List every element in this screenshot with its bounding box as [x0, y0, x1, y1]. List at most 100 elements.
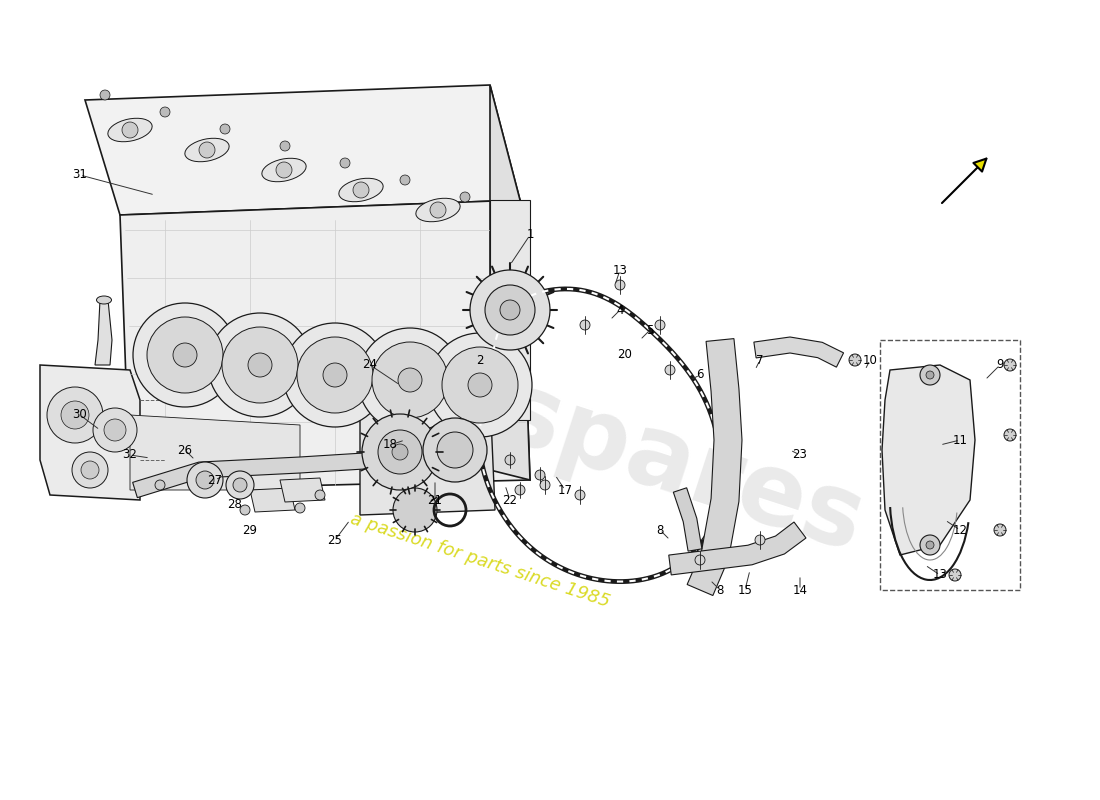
Ellipse shape — [185, 138, 229, 162]
Circle shape — [222, 327, 298, 403]
Polygon shape — [669, 522, 806, 575]
Text: 11: 11 — [953, 434, 968, 446]
Text: 13: 13 — [933, 569, 947, 582]
Circle shape — [155, 480, 165, 490]
Circle shape — [187, 462, 223, 498]
Circle shape — [926, 371, 934, 379]
Circle shape — [233, 478, 248, 492]
Circle shape — [392, 444, 408, 460]
Text: 29: 29 — [242, 523, 257, 537]
Circle shape — [100, 90, 110, 100]
Circle shape — [283, 323, 387, 427]
Ellipse shape — [339, 178, 383, 202]
Circle shape — [755, 535, 764, 545]
Circle shape — [240, 505, 250, 515]
Circle shape — [540, 480, 550, 490]
Circle shape — [695, 555, 705, 565]
Circle shape — [72, 452, 108, 488]
Text: 21: 21 — [428, 494, 442, 506]
Polygon shape — [120, 200, 530, 490]
Circle shape — [122, 122, 138, 138]
Circle shape — [428, 333, 532, 437]
Text: 15: 15 — [738, 583, 752, 597]
Text: 2: 2 — [476, 354, 484, 366]
Circle shape — [372, 342, 448, 418]
Circle shape — [437, 432, 473, 468]
Polygon shape — [280, 478, 324, 502]
Circle shape — [654, 320, 666, 330]
Text: 31: 31 — [73, 169, 87, 182]
Text: 8: 8 — [657, 523, 663, 537]
Circle shape — [276, 162, 292, 178]
Text: 23: 23 — [793, 449, 807, 462]
Circle shape — [378, 430, 422, 474]
Text: eurospares: eurospares — [244, 286, 876, 574]
Circle shape — [295, 503, 305, 513]
Circle shape — [398, 368, 422, 392]
Polygon shape — [490, 85, 530, 480]
Text: 14: 14 — [792, 583, 807, 597]
Polygon shape — [133, 452, 381, 498]
Circle shape — [199, 142, 214, 158]
Polygon shape — [490, 200, 530, 420]
Circle shape — [323, 363, 346, 387]
Text: 24: 24 — [363, 358, 377, 371]
Polygon shape — [40, 365, 140, 500]
Text: 32: 32 — [122, 449, 138, 462]
Text: 8: 8 — [716, 583, 724, 597]
Circle shape — [515, 485, 525, 495]
Text: 10: 10 — [862, 354, 878, 366]
Ellipse shape — [416, 198, 460, 222]
Text: 9: 9 — [997, 358, 1003, 371]
Circle shape — [208, 313, 312, 417]
Circle shape — [47, 387, 103, 443]
Circle shape — [340, 158, 350, 168]
Circle shape — [1004, 359, 1016, 371]
Circle shape — [358, 328, 462, 432]
Circle shape — [849, 354, 861, 366]
Text: 5: 5 — [647, 323, 653, 337]
Circle shape — [362, 414, 438, 490]
Circle shape — [460, 192, 470, 202]
Circle shape — [424, 418, 487, 482]
Text: 27: 27 — [208, 474, 222, 486]
Circle shape — [196, 471, 214, 489]
Circle shape — [468, 373, 492, 397]
Circle shape — [470, 270, 550, 350]
Polygon shape — [360, 390, 495, 515]
Text: a passion for parts since 1985: a passion for parts since 1985 — [348, 510, 612, 610]
Text: 20: 20 — [617, 349, 632, 362]
Text: 6: 6 — [696, 369, 704, 382]
Circle shape — [485, 285, 535, 335]
Ellipse shape — [97, 296, 111, 304]
Circle shape — [400, 175, 410, 185]
Text: 28: 28 — [228, 498, 242, 511]
Circle shape — [575, 490, 585, 500]
Circle shape — [666, 365, 675, 375]
Circle shape — [353, 182, 369, 198]
Circle shape — [926, 541, 934, 549]
Circle shape — [60, 401, 89, 429]
Circle shape — [615, 280, 625, 290]
Polygon shape — [688, 338, 742, 595]
Text: 13: 13 — [613, 263, 627, 277]
Ellipse shape — [262, 158, 306, 182]
Circle shape — [580, 320, 590, 330]
Polygon shape — [754, 337, 844, 367]
Circle shape — [133, 303, 236, 407]
Circle shape — [505, 455, 515, 465]
Circle shape — [315, 490, 324, 500]
Text: 12: 12 — [953, 523, 968, 537]
Circle shape — [220, 124, 230, 134]
Circle shape — [297, 337, 373, 413]
Circle shape — [994, 524, 1006, 536]
Circle shape — [94, 408, 138, 452]
Text: 25: 25 — [328, 534, 342, 546]
Circle shape — [442, 347, 518, 423]
Circle shape — [949, 569, 961, 581]
Circle shape — [147, 317, 223, 393]
Circle shape — [535, 470, 544, 480]
Text: 7: 7 — [757, 354, 763, 366]
Text: 22: 22 — [503, 494, 517, 506]
Polygon shape — [85, 85, 520, 215]
